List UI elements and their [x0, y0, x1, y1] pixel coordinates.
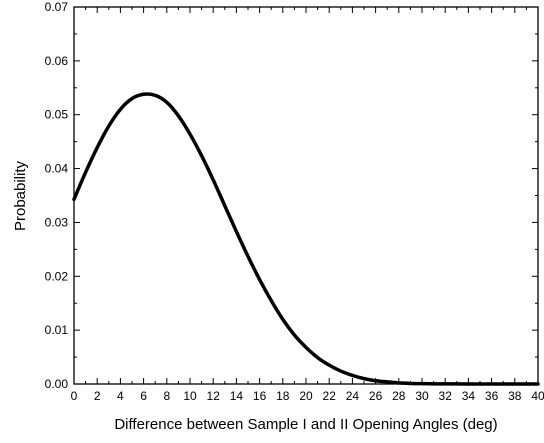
y-tick-label: 0.02	[45, 269, 69, 283]
x-axis-title: Difference between Sample I and II Openi…	[114, 416, 497, 433]
y-minor-ticks	[74, 33, 538, 358]
x-major-ticks	[73, 7, 539, 384]
x-tick-label: 28	[392, 389, 406, 403]
x-tick-label: 16	[253, 389, 267, 403]
x-tick-label: 36	[485, 389, 499, 403]
x-tick-label: 26	[369, 389, 383, 403]
x-tick-labels: 0 2 4 6 8 10 12 14 16 18 20 22 24 26 28 30 32 34 36 38 40	[71, 389, 544, 403]
plot-frame	[73, 6, 539, 385]
y-tick-label: 0.01	[45, 323, 69, 337]
probability-curve	[72, 92, 540, 386]
x-tick-label: 12	[207, 389, 221, 403]
x-tick-label: 22	[323, 389, 337, 403]
x-tick-label: 20	[299, 389, 313, 403]
x-tick-label: 24	[346, 389, 360, 403]
y-tick-label: 0.07	[45, 0, 69, 14]
y-major-ticks	[74, 6, 538, 385]
y-tick-label: 0.05	[45, 108, 69, 122]
x-tick-label: 40	[531, 389, 544, 403]
x-tick-label: 34	[462, 389, 476, 403]
x-tick-label: 0	[71, 389, 78, 403]
x-tick-label: 18	[276, 389, 290, 403]
x-tick-label: 32	[439, 389, 453, 403]
x-tick-label: 14	[230, 389, 244, 403]
y-tick-labels: 0.00 0.01 0.02 0.03 0.04 0.05 0.06 0.07	[45, 0, 69, 391]
y-tick-label: 0.06	[45, 54, 69, 68]
x-tick-label: 6	[140, 389, 147, 403]
x-minor-ticks	[85, 7, 527, 384]
y-axis-title: Probability	[12, 160, 29, 231]
y-tick-label: 0.04	[45, 162, 69, 176]
x-tick-label: 2	[94, 389, 101, 403]
x-tick-label: 8	[163, 389, 170, 403]
x-tick-label: 10	[183, 389, 197, 403]
y-tick-label: 0.03	[45, 215, 69, 229]
y-tick-label: 0.00	[45, 377, 69, 391]
x-tick-label: 4	[117, 389, 124, 403]
x-tick-label: 38	[508, 389, 522, 403]
x-tick-label: 30	[415, 389, 429, 403]
